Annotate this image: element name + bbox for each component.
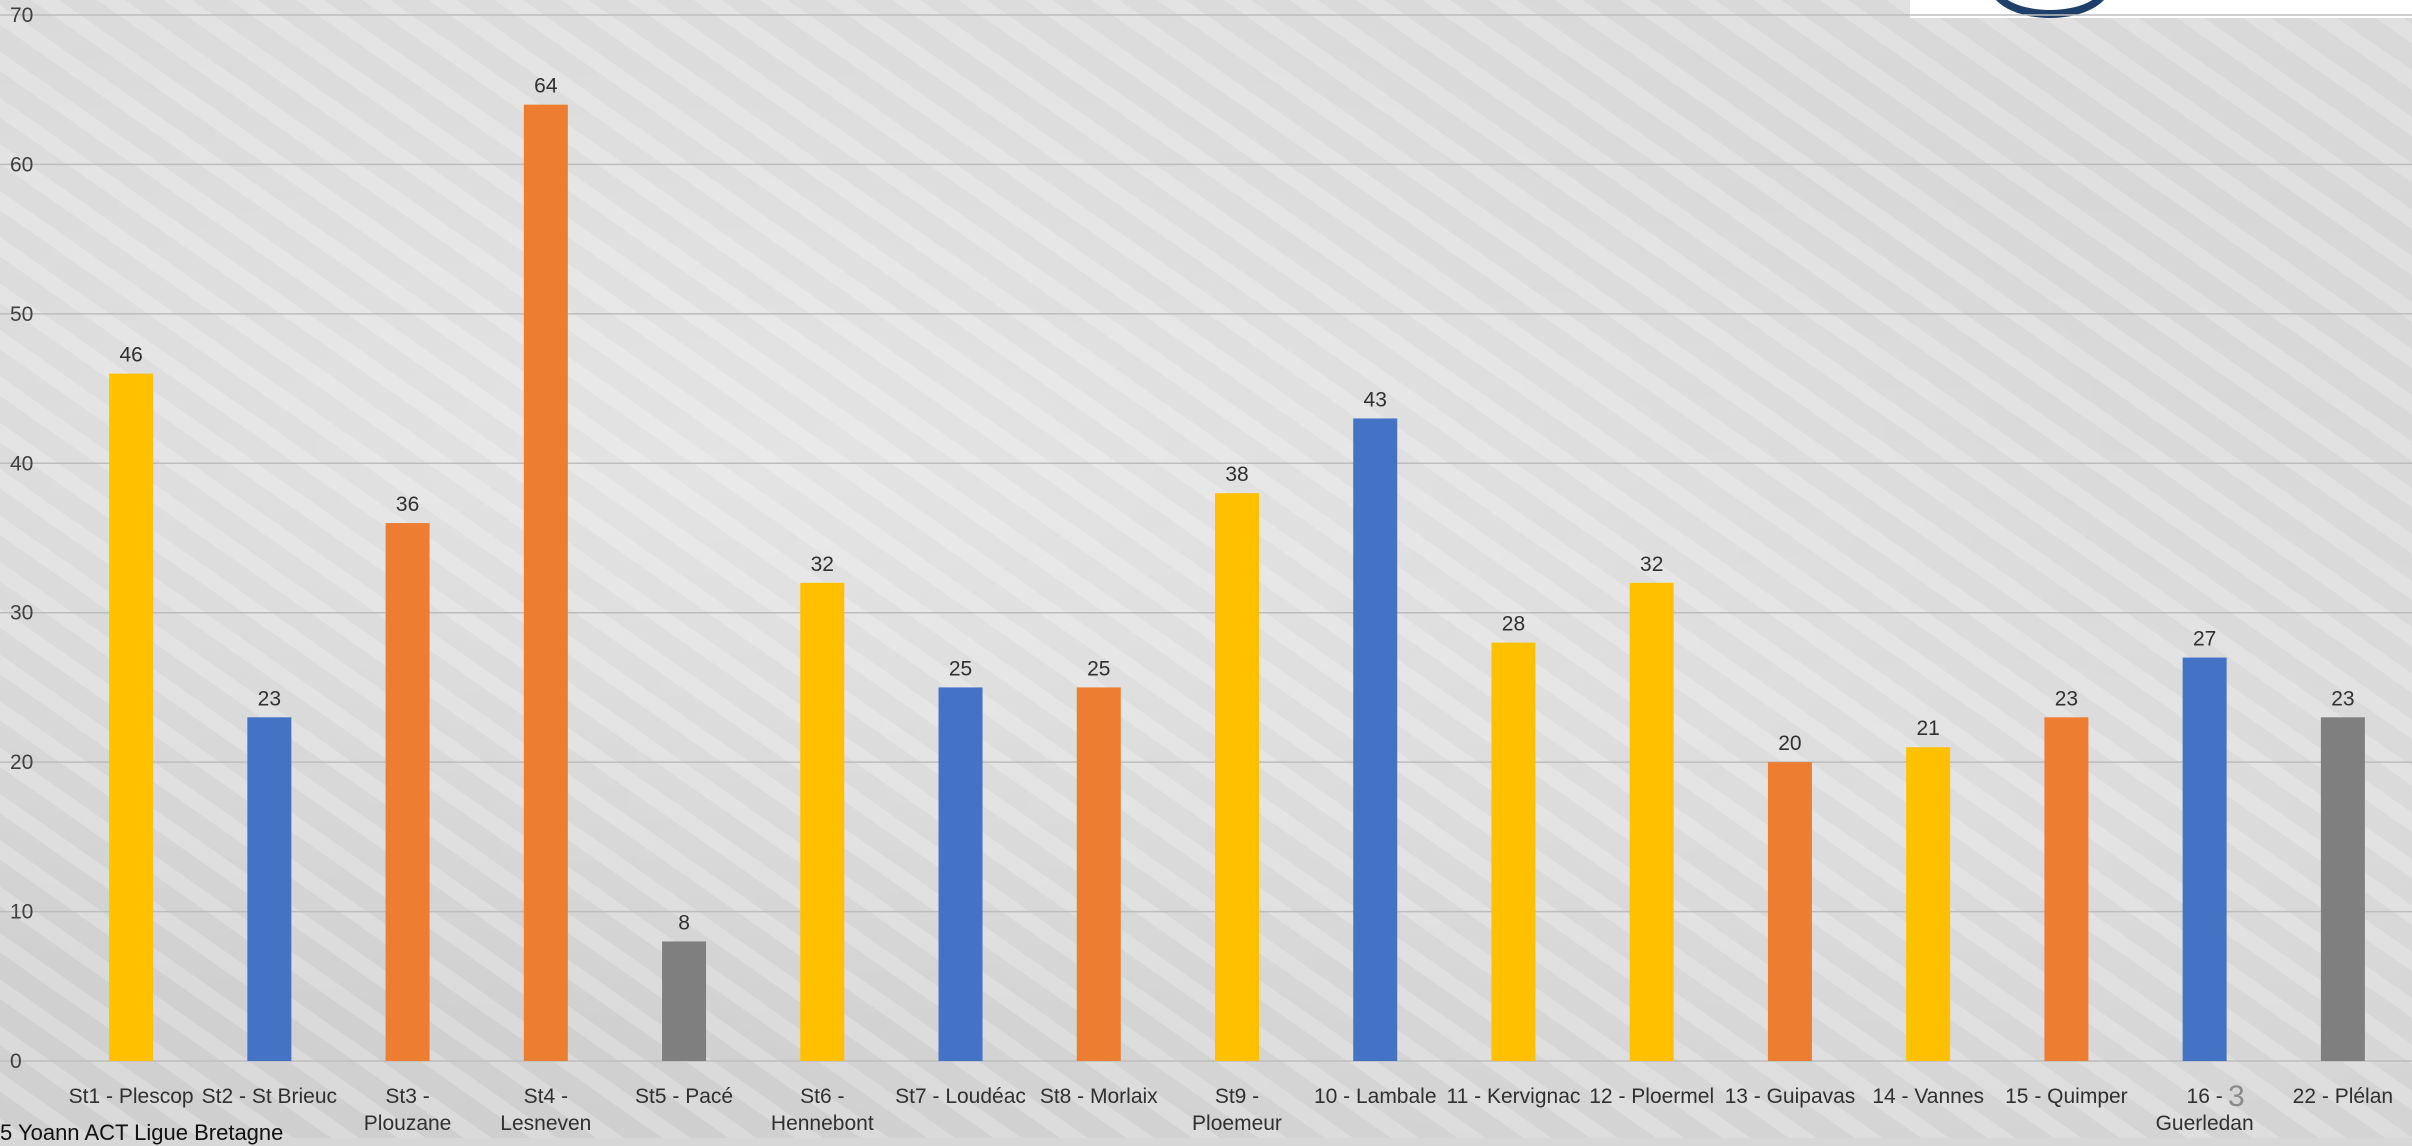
- y-tick-label: 0: [10, 1050, 22, 1073]
- x-tick-label: 14 - Vannes: [1872, 1085, 1984, 1108]
- bar: [1353, 418, 1398, 1061]
- bar: [1629, 582, 1674, 1061]
- y-axis: 0 10 20 30 40 50 60 70: [10, 4, 33, 1073]
- data-label: 46: [119, 344, 142, 367]
- bar: [1906, 747, 1951, 1061]
- bar: [385, 523, 430, 1061]
- x-tick-label: Guerledan: [2156, 1112, 2254, 1135]
- data-label: 32: [811, 553, 834, 576]
- gridlines: [0, 14, 2412, 1062]
- x-tick-label: Plouzane: [364, 1112, 452, 1135]
- x-tick-label: St1 - Plescop: [69, 1085, 194, 1108]
- x-tick-label: 12 - Ploermel: [1589, 1085, 1714, 1108]
- data-label: 36: [396, 493, 419, 516]
- data-label: 20: [1778, 732, 1801, 755]
- y-tick-label: 20: [10, 751, 33, 774]
- data-label: 64: [534, 75, 558, 98]
- x-axis: St1 - Plescop St2 - St Brieuc St3 - Plouzan…: [69, 1085, 2393, 1135]
- bar: [938, 687, 983, 1061]
- x-tick-label: St4 -: [524, 1085, 568, 1108]
- bar: [109, 373, 154, 1062]
- data-label: 23: [2055, 687, 2078, 710]
- data-label: 43: [1364, 388, 1387, 411]
- bar: [662, 941, 707, 1061]
- y-tick-label: 70: [10, 4, 33, 27]
- bar: [1076, 687, 1121, 1061]
- x-tick-label: St5 - Pacé: [635, 1085, 733, 1108]
- x-tick-label: St3 -: [385, 1085, 429, 1108]
- bar: [800, 582, 845, 1061]
- x-tick-label: Lesneven: [500, 1112, 591, 1135]
- data-label: 38: [1225, 463, 1248, 486]
- bar: [2044, 717, 2089, 1061]
- x-tick-label: St8 - Morlaix: [1040, 1085, 1158, 1108]
- y-tick-label: 40: [10, 452, 33, 475]
- bar: [2320, 717, 2365, 1061]
- x-tick-label: 16 -: [2187, 1085, 2223, 1108]
- bar: [2182, 657, 2227, 1061]
- bar: [1215, 493, 1259, 1062]
- x-tick-label: Ploemeur: [1192, 1112, 1282, 1135]
- x-tick-label: St6 -: [800, 1085, 844, 1108]
- y-tick-label: 10: [10, 901, 33, 924]
- data-label: 27: [2193, 628, 2216, 651]
- y-tick-label: 50: [10, 303, 33, 326]
- data-label: 23: [258, 687, 281, 710]
- bars: [109, 104, 2365, 1062]
- data-label: 25: [1087, 657, 1110, 680]
- data-label: 21: [1916, 717, 1939, 740]
- data-label: 23: [2331, 687, 2354, 710]
- page-number: 3: [2228, 1080, 2245, 1113]
- bar: [247, 717, 292, 1061]
- x-tick-label: 13 - Guipavas: [1725, 1085, 1856, 1108]
- y-tick-label: 30: [10, 602, 33, 625]
- bar: [1491, 642, 1536, 1061]
- footer-author: 5 Yoann ACT Ligue Bretagne: [0, 1120, 284, 1145]
- x-tick-label: 11 - Kervignac: [1447, 1085, 1581, 1108]
- bar: [1767, 762, 1812, 1061]
- y-tick-label: 60: [10, 153, 33, 176]
- x-tick-label: 15 - Quimper: [2005, 1085, 2128, 1108]
- data-label: 28: [1502, 613, 1525, 636]
- bar: [523, 104, 568, 1061]
- x-tick-label: 10 - Lambale: [1314, 1085, 1437, 1108]
- x-tick-label: 22 - Plélan: [2293, 1085, 2393, 1108]
- data-label: 25: [949, 657, 972, 680]
- data-label: 8: [678, 911, 690, 934]
- x-tick-label: St9 -: [1215, 1085, 1259, 1108]
- x-tick-label: St7 - Loudéac: [895, 1085, 1026, 1108]
- data-label: 32: [1640, 553, 1663, 576]
- x-tick-label: Hennebont: [771, 1112, 874, 1135]
- x-tick-label: St2 - St Brieuc: [202, 1085, 337, 1108]
- data-labels: 46 23 36 64 8 32 25 25 38 43 28 32 20 21 23 27 23: [119, 75, 2354, 935]
